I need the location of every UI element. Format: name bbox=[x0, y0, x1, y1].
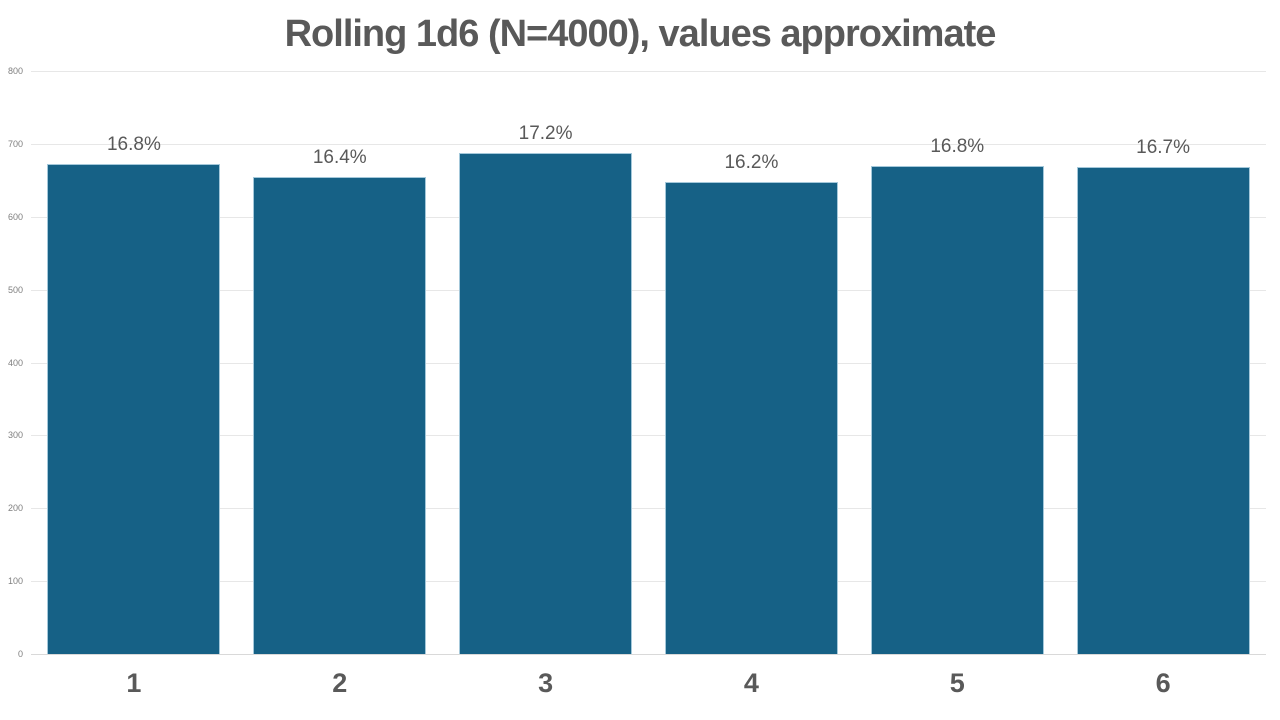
bar-value-label-4: 16.2% bbox=[724, 152, 779, 173]
x-category-label-5: 5 bbox=[949, 668, 965, 698]
gridline-800: 800 bbox=[8, 66, 1266, 76]
gridline-100: 100 bbox=[8, 576, 1266, 586]
gridline-400: 400 bbox=[8, 358, 1266, 368]
x-category-label-6: 6 bbox=[1155, 668, 1171, 698]
bar-6 bbox=[1076, 167, 1250, 654]
y-tick-label-400: 400 bbox=[7, 357, 23, 368]
x-category-label-1: 1 bbox=[126, 668, 142, 698]
bar-value-label-2: 16.4% bbox=[312, 147, 367, 168]
bar-value-label-1: 16.8% bbox=[106, 134, 161, 155]
x-category-label-2: 2 bbox=[332, 668, 348, 698]
gridline-0: 0 bbox=[18, 649, 1266, 659]
gridline-600: 600 bbox=[8, 212, 1266, 222]
bar-1 bbox=[47, 164, 221, 654]
gridline-700: 700 bbox=[8, 139, 1266, 149]
gridline-200: 200 bbox=[8, 503, 1266, 513]
y-tick-label-100: 100 bbox=[7, 576, 23, 587]
gridline-300: 300 bbox=[8, 430, 1266, 440]
plot-area: 0 100 200 300 400 500 600 700 800 16.8% 16.4% 17.2%… bbox=[8, 66, 1266, 659]
y-tick-label-300: 300 bbox=[7, 430, 23, 441]
gridline-500: 500 bbox=[8, 285, 1266, 295]
x-category-label-3: 3 bbox=[538, 668, 554, 698]
chart-title: Rolling 1d6 (N=4000), values approximate bbox=[284, 13, 997, 55]
bar-2 bbox=[253, 177, 427, 654]
y-tick-label-800: 800 bbox=[7, 66, 23, 76]
bar-3 bbox=[459, 153, 633, 654]
y-tick-label-600: 600 bbox=[7, 211, 23, 222]
bar-value-label-6: 16.7% bbox=[1136, 137, 1191, 158]
bar-value-label-5: 16.8% bbox=[930, 136, 985, 157]
bar-4 bbox=[664, 182, 838, 654]
bar-5 bbox=[870, 166, 1044, 654]
y-tick-label-200: 200 bbox=[7, 503, 23, 514]
y-tick-label-0: 0 bbox=[17, 649, 23, 659]
y-tick-label-700: 700 bbox=[7, 138, 23, 149]
bar-value-label-3: 17.2% bbox=[518, 123, 573, 144]
x-axis-labels: 1 2 3 4 5 6 bbox=[31, 654, 1266, 714]
x-category-label-4: 4 bbox=[743, 668, 759, 698]
y-tick-label-500: 500 bbox=[7, 284, 23, 295]
